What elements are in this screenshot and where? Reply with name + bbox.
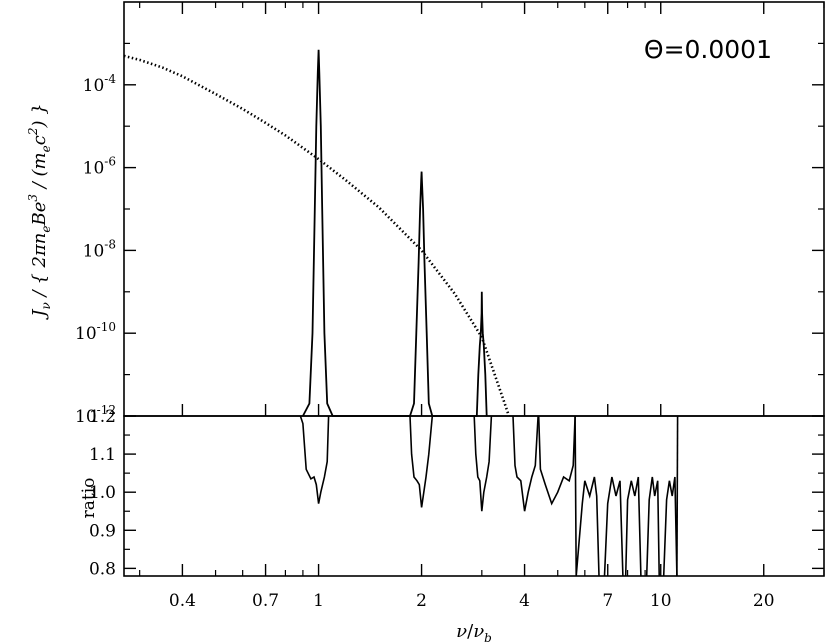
x-axis-title: ν/νb [456, 621, 492, 642]
x-tick-label: 10 [650, 591, 672, 611]
x-tick-label: 7 [602, 591, 613, 611]
ratio-series-segment-5 [537, 415, 576, 506]
ratio-series-segment-10 [662, 476, 678, 577]
top-y-tick-label: 10-6 [83, 155, 116, 179]
x-tick-label: 20 [753, 591, 775, 611]
bottom-y-tick-label: 1.2 [89, 407, 116, 427]
bottom-y-tick-label: 0.8 [89, 559, 116, 579]
bottom-y-tick-label: 0.9 [89, 521, 116, 541]
x-tick-label: 2 [416, 591, 427, 611]
bottom-y-tick-label: 1.0 [89, 483, 116, 503]
bottom-plot-area [299, 415, 679, 577]
top-panel-frame [123, 1, 825, 417]
top-y-tick-label: 10-4 [83, 72, 117, 96]
top-y-tick-label: 10-8 [83, 237, 116, 261]
top-y-tick-label: 10-10 [75, 320, 116, 344]
x-tick-label: 0.7 [252, 591, 279, 611]
ratio-series-segment-8 [624, 476, 642, 577]
axis-tick-labels: 0.4 0.7 1 2 4 7 10 20 10-4 10-6 10-8 10-10 10-121.2 1… [75, 72, 775, 611]
ratio-series-segment-7 [603, 476, 624, 577]
ratio-series-segment-9 [645, 476, 660, 577]
top-plot-area [123, 49, 511, 417]
top-series-dotted-line [123, 54, 511, 417]
ratio-series-segment-3 [473, 415, 493, 512]
ratio-series-segment-1 [299, 415, 330, 504]
top-y-tick-label: 10-12 [75, 403, 116, 427]
x-tick-label: 1 [313, 591, 324, 611]
axes-ticks [124, 2, 825, 576]
bottom-ylabel: ratio [79, 478, 99, 519]
theta-annotation: Θ=0.0001 [644, 35, 772, 64]
x-tick-label: 0.4 [169, 591, 196, 611]
top-series-solid-line [302, 49, 488, 417]
ratio-series-segment-4 [512, 415, 539, 512]
ratio-series-segment-11 [676, 415, 679, 577]
ratio-series-segment-6 [574, 415, 600, 577]
ratio-series-segment-2 [409, 415, 434, 508]
x-tick-label: 4 [519, 591, 530, 611]
bottom-panel-frame [123, 415, 825, 577]
bottom-y-tick-label: 1.1 [89, 445, 116, 465]
top-ylabel: Jν / { 2πneBe3 / (mec2) } [26, 103, 53, 320]
